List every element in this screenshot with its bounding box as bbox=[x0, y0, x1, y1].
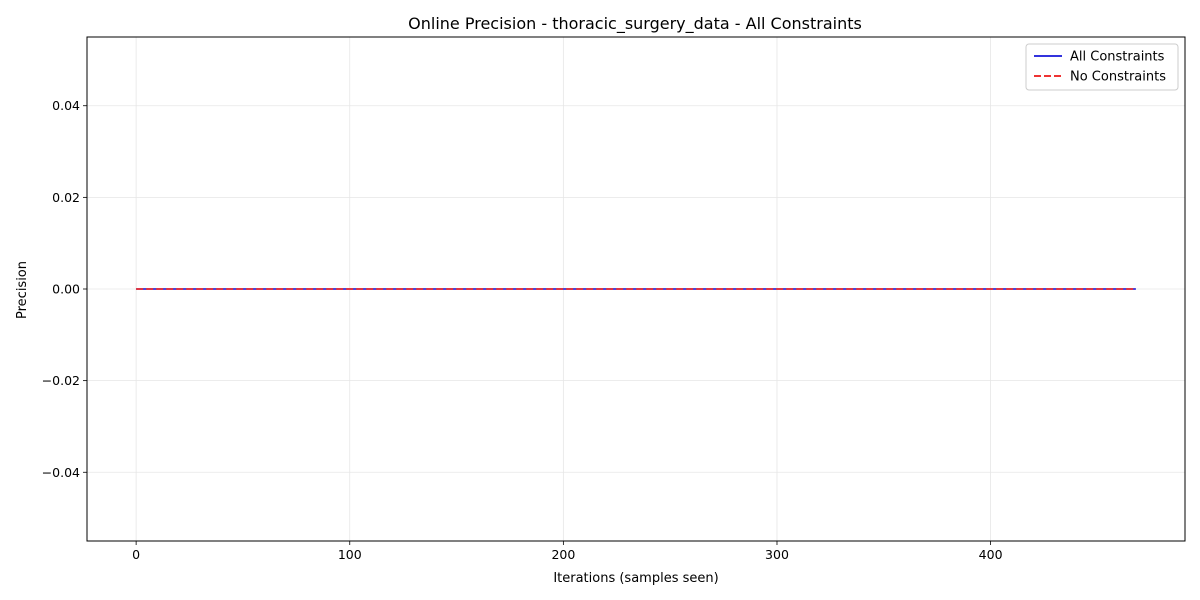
y-tick-label: 0.00 bbox=[52, 282, 80, 297]
x-axis-label: Iterations (samples seen) bbox=[553, 571, 718, 586]
x-tick-label: 200 bbox=[551, 547, 575, 562]
y-tick-label: 0.04 bbox=[52, 98, 80, 113]
legend-label: All Constraints bbox=[1070, 50, 1165, 65]
axis-ticks: 0 100 200 300 400 −0.04 −0.02 0.00 0.02 0.04 bbox=[42, 98, 1003, 562]
x-tick-label: 100 bbox=[338, 547, 362, 562]
x-tick-label: 0 bbox=[132, 547, 140, 562]
legend: All Constraints No Constraints bbox=[1025, 43, 1179, 91]
x-tick-label: 400 bbox=[979, 547, 1003, 562]
y-tick-label: 0.02 bbox=[52, 190, 80, 205]
y-axis-label: Precision bbox=[15, 261, 30, 319]
chart-title: Online Precision - thoracic_surgery_data… bbox=[408, 14, 862, 34]
legend-label: No Constraints bbox=[1070, 70, 1166, 85]
x-tick-label: 300 bbox=[765, 547, 789, 562]
y-tick-label: −0.04 bbox=[42, 465, 80, 480]
y-tick-label: −0.02 bbox=[42, 373, 80, 388]
legend-box bbox=[1025, 43, 1179, 91]
